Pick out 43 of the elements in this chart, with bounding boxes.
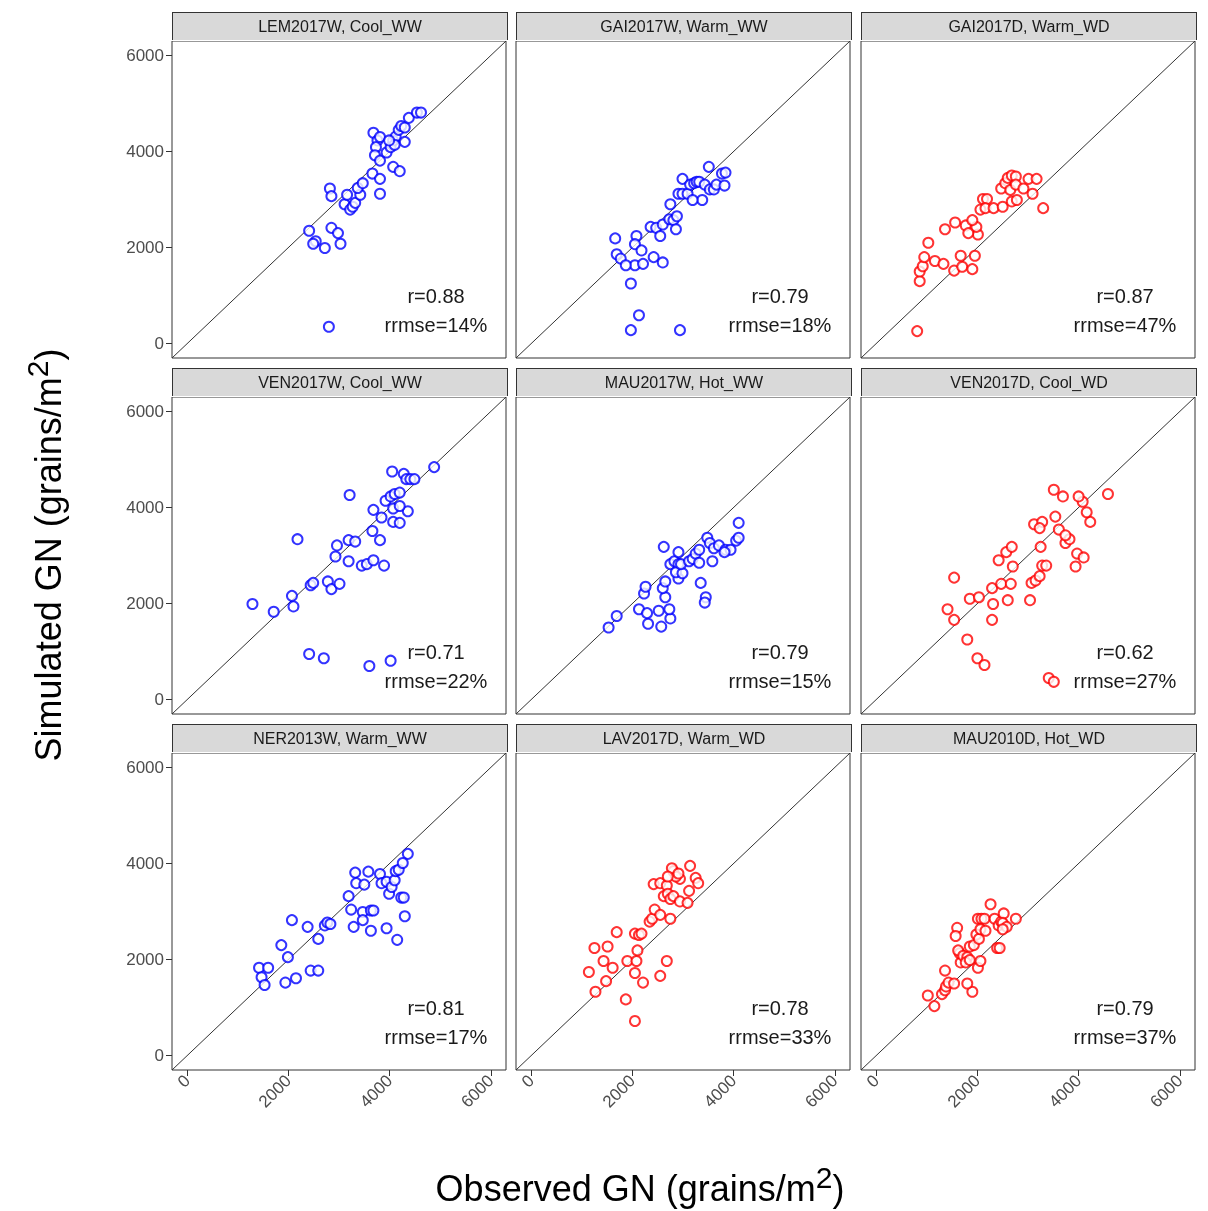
annotation: rrmse=33%	[728, 1026, 832, 1048]
y-tick-label: 2000	[126, 594, 164, 614]
y-tick-label: 0	[154, 334, 164, 354]
y-tick-label: 2000	[126, 238, 164, 258]
annotation: rrmse=15%	[728, 670, 832, 692]
chart-title: NER2013W, Warm_WW	[172, 724, 508, 752]
chart-title: VEN2017D, Cool_WD	[861, 368, 1197, 396]
y-tick-label: 0	[154, 690, 164, 710]
x-tick-label: 0	[173, 1071, 194, 1092]
annotation: r=0.79	[1096, 997, 1154, 1019]
chart-title: GAI2017D, Warm_WD	[861, 12, 1197, 40]
annotation: r=0.81	[407, 997, 465, 1019]
chart-title: LEM2017W, Cool_WW	[172, 12, 508, 40]
y-tick-label: 4000	[126, 141, 164, 161]
chart-title: LAV2017D, Warm_WD	[516, 724, 852, 752]
y-tick-label: 4000	[126, 497, 164, 517]
y-tick-label: 6000	[126, 401, 164, 421]
annotation: r=0.88	[407, 285, 465, 307]
annotation: r=0.79	[751, 285, 809, 307]
annotation: rrmse=27%	[1073, 670, 1177, 692]
annotation: r=0.87	[1096, 285, 1154, 307]
annotation: r=0.62	[1096, 641, 1154, 663]
y-tick-label: 0	[154, 1046, 164, 1066]
chart-title: GAI2017W, Warm_WW	[516, 12, 852, 40]
annotation: rrmse=14%	[384, 314, 488, 336]
annotation: r=0.71	[407, 641, 465, 663]
annotation: rrmse=18%	[728, 314, 832, 336]
chart-title: MAU2017W, Hot_WW	[516, 368, 852, 396]
x-tick-label: 0	[517, 1071, 538, 1092]
annotation: rrmse=17%	[384, 1026, 488, 1048]
annotation: rrmse=37%	[1073, 1026, 1177, 1048]
y-tick-label: 6000	[126, 45, 164, 65]
x-tick-label: 0	[862, 1071, 883, 1092]
chart-title: VEN2017W, Cool_WW	[172, 368, 508, 396]
annotation: rrmse=47%	[1073, 314, 1177, 336]
annotation: rrmse=22%	[384, 670, 488, 692]
y-tick-label: 2000	[126, 950, 164, 970]
x-axis-title: Observed GN (grains/m$^{2}$)	[435, 1160, 845, 1210]
y-tick-label: 4000	[126, 853, 164, 873]
annotation: r=0.78	[751, 997, 809, 1019]
annotation: r=0.79	[751, 641, 809, 663]
y-tick-label: 6000	[126, 757, 164, 777]
chart-title: MAU2010D, Hot_WD	[861, 724, 1197, 752]
